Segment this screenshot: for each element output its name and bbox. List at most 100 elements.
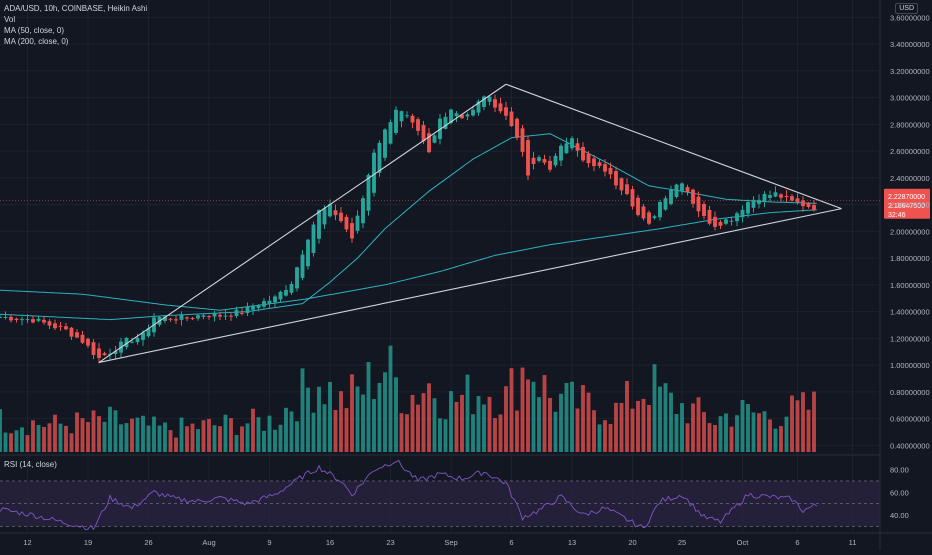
volume-bar bbox=[504, 386, 508, 452]
candle-body bbox=[377, 142, 382, 173]
currency-button[interactable]: USD bbox=[895, 3, 918, 14]
volume-bar bbox=[168, 430, 173, 452]
volume-bar bbox=[333, 409, 338, 452]
volume-bar bbox=[317, 386, 321, 452]
candle-body bbox=[812, 205, 816, 211]
ma50-layer bbox=[0, 133, 817, 321]
volume-bar bbox=[762, 411, 767, 452]
price-badge-countdown: 32:46 bbox=[888, 212, 906, 219]
candle-body bbox=[69, 327, 74, 337]
candle-body bbox=[9, 316, 13, 321]
volume-legend[interactable]: Vol bbox=[4, 15, 16, 24]
candle-body bbox=[746, 202, 750, 214]
y-tick-label: 1.00000000 bbox=[890, 361, 930, 370]
volume-bar bbox=[779, 426, 783, 452]
ma50-line bbox=[0, 133, 817, 321]
candle-body bbox=[790, 196, 794, 201]
x-tick-label: Oct bbox=[737, 538, 750, 547]
candle-body bbox=[256, 305, 261, 309]
volume-bar bbox=[350, 374, 354, 452]
candle-body bbox=[300, 254, 305, 278]
y-tick-label: 1.60000000 bbox=[890, 281, 930, 290]
y-tick-label: 1.80000000 bbox=[890, 254, 930, 263]
candle-body bbox=[91, 342, 96, 355]
volume-bar bbox=[119, 424, 123, 452]
candle-body bbox=[372, 152, 376, 193]
volume-bar bbox=[806, 409, 811, 452]
candle-body bbox=[751, 199, 756, 208]
volume-bar bbox=[372, 399, 376, 452]
volume-bar bbox=[443, 419, 448, 452]
candle-body bbox=[278, 291, 283, 300]
volume-bar bbox=[509, 368, 514, 452]
volume-bar bbox=[47, 423, 52, 452]
x-tick-label: 6 bbox=[509, 538, 513, 547]
x-tick-label: Sep bbox=[444, 538, 457, 547]
candle-body bbox=[102, 353, 107, 356]
x-tick-label: 9 bbox=[267, 538, 271, 547]
volume-bar bbox=[421, 393, 426, 452]
candle-body bbox=[251, 306, 255, 310]
candle-body bbox=[328, 204, 332, 217]
candle-body bbox=[795, 198, 800, 203]
volume-bar bbox=[91, 410, 96, 452]
candle-body bbox=[86, 338, 90, 346]
candle-body bbox=[801, 200, 805, 207]
rsi-legend[interactable]: RSI (14, close) bbox=[4, 460, 57, 469]
volume-bar bbox=[801, 392, 805, 452]
candle-body bbox=[53, 323, 57, 329]
candle-body bbox=[779, 194, 783, 198]
volume-bar bbox=[493, 418, 497, 452]
x-tick-label: 25 bbox=[678, 538, 686, 547]
volume-bar bbox=[179, 417, 184, 452]
volume-bar bbox=[729, 426, 734, 452]
volume-bar bbox=[647, 405, 651, 452]
volume-bar bbox=[295, 421, 299, 452]
candle-body bbox=[702, 203, 706, 217]
volume-bar bbox=[581, 385, 585, 452]
volume-bar bbox=[42, 427, 46, 452]
volume-bar bbox=[680, 403, 684, 452]
candle-body bbox=[245, 306, 250, 314]
volume-bar bbox=[388, 345, 393, 452]
candle-body bbox=[350, 223, 354, 239]
volume-bar bbox=[746, 403, 750, 452]
candle-body bbox=[520, 128, 525, 152]
candle-body bbox=[713, 216, 717, 227]
candle-body bbox=[685, 187, 690, 193]
y-tick-label: 3.40000000 bbox=[890, 40, 930, 49]
volume-bar bbox=[476, 396, 481, 452]
y-tick-label: 0.60000000 bbox=[890, 415, 930, 424]
symbol-title[interactable]: ADA/USD, 10h, COINBASE, Heikin Ashi bbox=[4, 4, 148, 13]
candle-body bbox=[229, 315, 233, 317]
candle-body bbox=[482, 96, 486, 107]
volume-bar bbox=[570, 381, 574, 452]
candle-body bbox=[498, 103, 503, 112]
volume-bar bbox=[751, 412, 756, 452]
candle-body bbox=[47, 321, 52, 326]
volume-bar bbox=[685, 423, 690, 452]
volume-bar bbox=[212, 425, 217, 452]
candle-body bbox=[207, 316, 211, 318]
candle-body bbox=[405, 115, 409, 117]
candle-body bbox=[432, 135, 437, 143]
candle-body bbox=[141, 332, 145, 340]
volume-bar bbox=[207, 418, 211, 452]
candle-body bbox=[630, 189, 635, 207]
ma50-legend[interactable]: MA (50, close, 0) bbox=[4, 26, 65, 35]
volume-bar bbox=[311, 412, 316, 452]
candle-body bbox=[658, 201, 662, 218]
candle-body bbox=[273, 296, 277, 303]
volume-bar bbox=[174, 437, 178, 452]
candle-body bbox=[586, 153, 591, 164]
volume-bar bbox=[9, 433, 13, 452]
candle-body bbox=[234, 309, 239, 317]
volume-bar bbox=[328, 381, 332, 452]
ma200-legend[interactable]: MA (200, close, 0) bbox=[4, 37, 69, 46]
volume-bar bbox=[669, 392, 673, 452]
volume-bar bbox=[724, 413, 728, 452]
candle-body bbox=[25, 319, 30, 321]
candle-body bbox=[223, 315, 228, 317]
